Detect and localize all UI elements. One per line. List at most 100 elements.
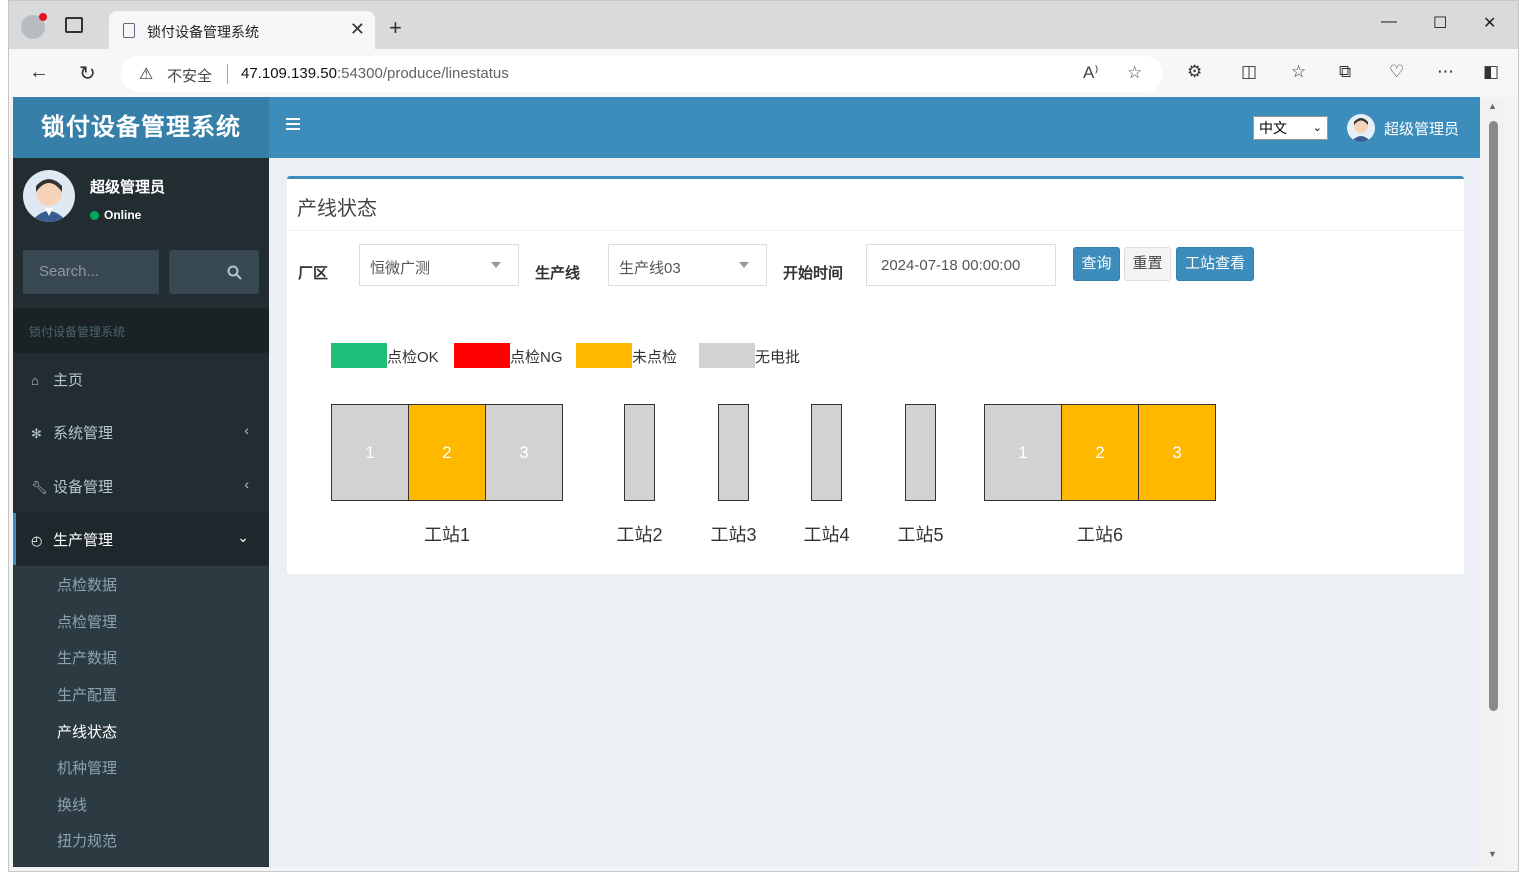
- station-cell[interactable]: 3: [1138, 404, 1216, 501]
- sidebar-section-header: 锁付设备管理系统: [13, 308, 269, 353]
- legend-swatch: [699, 343, 755, 368]
- close-tab-icon[interactable]: ✕: [349, 19, 365, 39]
- read-aloud-icon[interactable]: A⁾: [1083, 63, 1099, 82]
- station-label: 工站2: [616, 525, 663, 545]
- sidebar-item-device[interactable]: 🔧︎ 设备管理 ‹: [13, 460, 269, 512]
- close-window-icon[interactable]: ✕: [1483, 15, 1497, 32]
- sidebar-toggle-icon[interactable]: ◧: [1483, 62, 1500, 81]
- maximize-icon[interactable]: ☐: [1433, 15, 1448, 32]
- station-cell[interactable]: [718, 404, 749, 501]
- scroll-down-icon[interactable]: ▼: [1488, 849, 1497, 859]
- station-view-button[interactable]: 工站查看: [1176, 247, 1254, 281]
- browser-window: 锁付设备管理系统 ✕ + — ☐ ✕ ← ↻ ⚠ 不安全 47.109.139.…: [8, 0, 1519, 872]
- avatar[interactable]: [1347, 114, 1375, 142]
- legend-label: 无电批: [755, 349, 801, 366]
- tab-title: 锁付设备管理系统: [147, 24, 259, 40]
- browser-tab[interactable]: 锁付设备管理系统 ✕: [109, 11, 375, 49]
- search-button[interactable]: [169, 250, 259, 294]
- extensions-icon[interactable]: ⚙: [1187, 62, 1203, 81]
- wrench-icon: 🔧︎: [31, 480, 48, 495]
- refresh-icon[interactable]: ↻: [79, 63, 96, 85]
- station-label: 工站3: [710, 525, 757, 545]
- split-screen-icon[interactable]: ◫: [1241, 62, 1258, 81]
- sidebar-item-label: 设备管理: [53, 479, 114, 496]
- avatar: [23, 170, 75, 222]
- status-badge: Online: [90, 208, 141, 222]
- sidebar-item-production[interactable]: ◴ 生产管理 ⌄: [13, 513, 269, 565]
- chevron-left-icon: ‹: [244, 476, 249, 492]
- page-icon: [123, 23, 135, 38]
- language-value: 中文: [1259, 120, 1287, 136]
- address-bar[interactable]: ⚠ 不安全 47.109.139.50:54300/produce/linest…: [121, 56, 1163, 92]
- user-panel: 超级管理员 Online: [13, 158, 269, 238]
- plant-select[interactable]: 恒微广测: [359, 244, 519, 286]
- submenu-item-line-status[interactable]: 产线状态: [57, 724, 118, 741]
- line-select[interactable]: 生产线03: [608, 244, 767, 286]
- sidebar-item-label: 生产管理: [53, 532, 114, 549]
- menu-toggle-icon[interactable]: [286, 118, 300, 130]
- submenu-item-torque-spec[interactable]: 扭力规范: [57, 833, 118, 850]
- query-button[interactable]: 查询: [1073, 247, 1120, 281]
- language-select[interactable]: 中文 ⌄: [1253, 116, 1328, 140]
- chevron-down-icon: ⌄: [1312, 122, 1322, 134]
- station-label: 工站6: [1076, 525, 1123, 545]
- online-dot-icon: [90, 211, 99, 220]
- station-cell[interactable]: 1: [984, 404, 1062, 501]
- dashboard-icon: ◴: [31, 533, 43, 548]
- health-icon[interactable]: ♡: [1389, 62, 1405, 81]
- navbar-user-name[interactable]: 超级管理员: [1384, 121, 1460, 138]
- search-icon: [227, 265, 242, 280]
- chevron-down-icon: ⌄: [237, 529, 249, 545]
- station-cell[interactable]: 1: [331, 404, 409, 501]
- legend-swatch: [454, 343, 510, 368]
- start-time-input[interactable]: 2024-07-18 00:00:00: [866, 244, 1056, 286]
- top-navbar: 中文 ⌄ 超级管理员: [269, 97, 1480, 158]
- station-cell[interactable]: [905, 404, 936, 501]
- submenu-item-inspection-manage[interactable]: 点检管理: [57, 614, 118, 631]
- url-host: 47.109.139.50: [241, 65, 337, 82]
- start-time-label: 开始时间: [783, 265, 844, 282]
- station-cell[interactable]: [811, 404, 842, 501]
- divider: [287, 230, 1464, 231]
- back-icon[interactable]: ←: [29, 61, 49, 83]
- line-select-value: 生产线03: [619, 260, 681, 277]
- profile-icon[interactable]: [21, 13, 47, 39]
- sidebar: 超级管理员 Online Search... 锁付设备管理系统 ⌂ 主页 ✻ 系统管…: [13, 158, 269, 867]
- sidebar-item-label: 系统管理: [53, 425, 114, 442]
- station-cell[interactable]: 2: [1061, 404, 1139, 501]
- gear-icon: ✻: [31, 426, 42, 441]
- more-icon[interactable]: ⋯: [1437, 62, 1454, 81]
- submenu-item-line-change[interactable]: 换线: [57, 797, 88, 814]
- favorite-star-icon[interactable]: ☆: [1127, 63, 1143, 82]
- tab-actions-icon[interactable]: [65, 17, 83, 33]
- sidebar-item-home[interactable]: ⌂ 主页: [13, 353, 269, 405]
- submenu-item-model-manage[interactable]: 机种管理: [57, 760, 118, 777]
- submenu-item-production-data[interactable]: 生产数据: [57, 650, 118, 667]
- sidebar-search: Search...: [23, 250, 259, 294]
- new-tab-icon[interactable]: +: [389, 15, 402, 40]
- scroll-up-icon[interactable]: ▲: [1488, 101, 1497, 111]
- url-text: 47.109.139.50:54300/produce/linestatus: [241, 65, 509, 82]
- collections-icon[interactable]: ⧉: [1339, 62, 1352, 81]
- search-input[interactable]: Search...: [23, 250, 159, 294]
- scroll-thumb[interactable]: [1489, 121, 1498, 711]
- station-label: 工站1: [423, 525, 470, 545]
- insecure-label: 不安全: [167, 68, 213, 85]
- sidebar-item-system[interactable]: ✻ 系统管理 ‹: [13, 406, 269, 458]
- caret-down-icon: [739, 262, 749, 268]
- submenu-item-production-config[interactable]: 生产配置: [57, 687, 118, 704]
- minimize-icon[interactable]: —: [1381, 13, 1397, 30]
- station-cell[interactable]: [624, 404, 655, 501]
- submenu-item-inspection-data[interactable]: 点检数据: [57, 577, 118, 594]
- page-viewport: 锁付设备管理系统 中文 ⌄ 超级管理员: [13, 97, 1480, 867]
- plant-label: 厂区: [298, 265, 329, 282]
- app-logo[interactable]: 锁付设备管理系统: [13, 97, 269, 158]
- reset-button[interactable]: 重置: [1124, 247, 1171, 281]
- production-submenu: 点检数据 点检管理 生产数据 生产配置 产线状态 机种管理 换线 扭力规范: [13, 566, 269, 866]
- page-scrollbar[interactable]: ▲ ▼: [1482, 97, 1504, 867]
- sidebar-item-label: 主页: [53, 372, 84, 389]
- favorites-icon[interactable]: ☆: [1291, 62, 1307, 81]
- station-cell[interactable]: 3: [485, 404, 563, 501]
- home-icon: ⌂: [31, 373, 39, 388]
- station-cell[interactable]: 2: [408, 404, 486, 501]
